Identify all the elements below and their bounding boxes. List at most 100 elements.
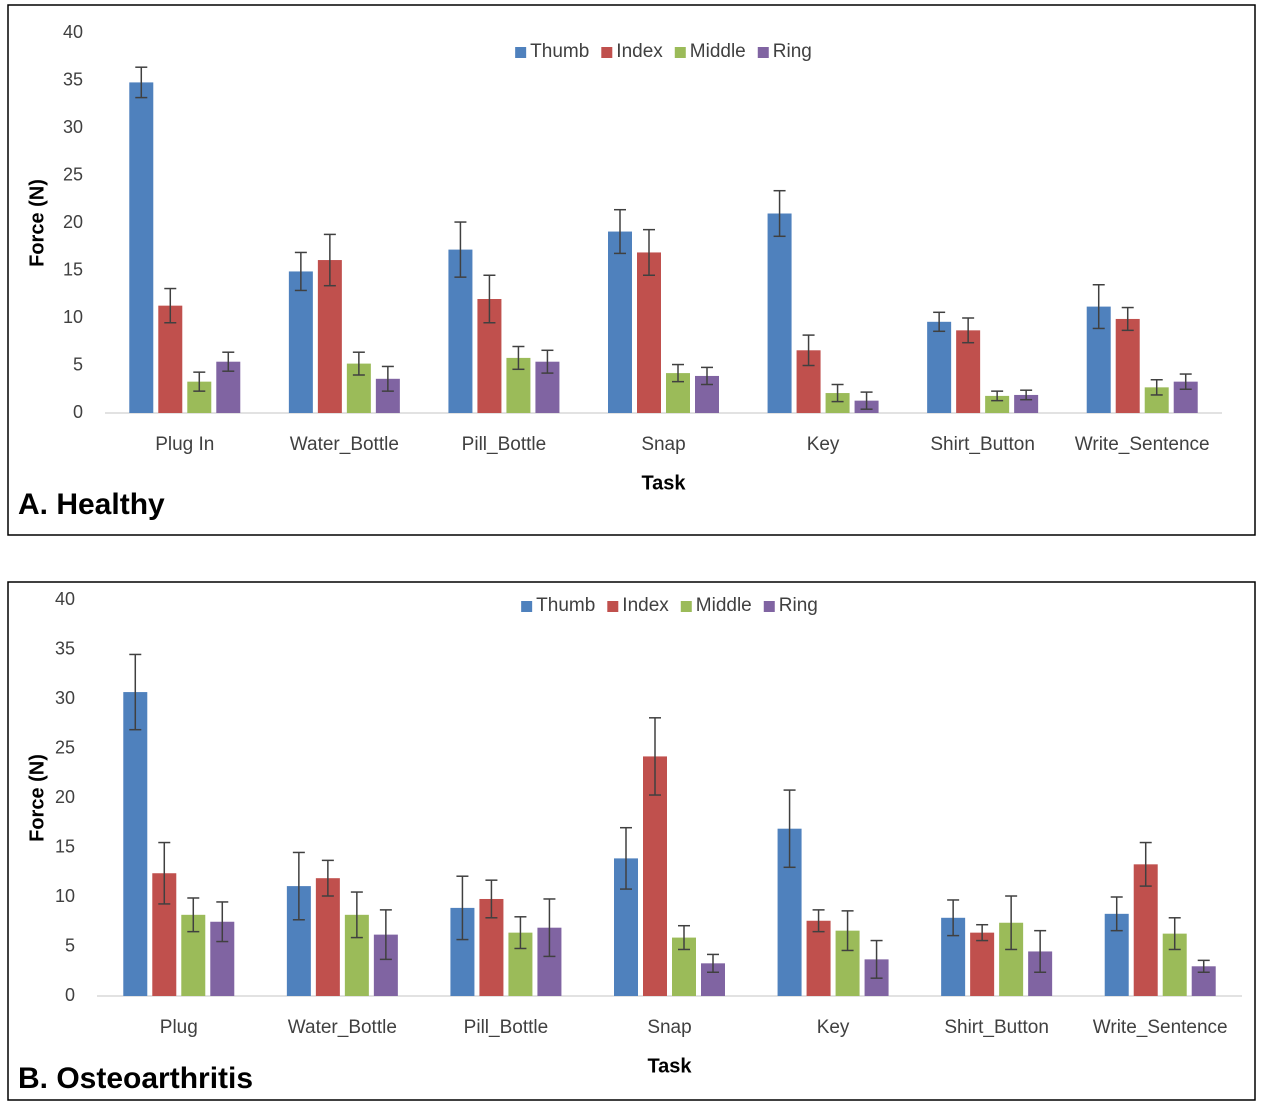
y-tick-label: 30	[63, 117, 83, 137]
error-bar	[841, 910, 854, 952]
y-tick-label: 20	[63, 212, 83, 232]
chart: 0 5 10 15 20 25 30 35 40 Plug In Water_Bottle Pill_…	[7, 4, 1256, 536]
legend-label: Index	[622, 595, 669, 616]
bar	[123, 692, 148, 996]
error-bar	[187, 897, 200, 933]
y-tick-label: 25	[63, 164, 83, 184]
legend: Thumb Index Middle Ring	[521, 595, 818, 616]
error-bar	[860, 391, 873, 410]
bar	[1115, 318, 1140, 413]
error-bar	[812, 909, 825, 933]
bar	[637, 252, 661, 413]
error-bar	[514, 916, 527, 950]
y-tick-label: 0	[73, 402, 83, 422]
legend-label: Thumb	[530, 41, 589, 62]
bar	[767, 213, 792, 413]
chart-frame	[7, 581, 1256, 1101]
y-tick-label: 0	[65, 985, 75, 1005]
error-bar	[976, 923, 989, 942]
error-bar	[1168, 917, 1181, 951]
error-bar	[1121, 306, 1134, 332]
x-tick-label: Pill_Bottle	[462, 434, 547, 455]
y-tick-label: 10	[55, 886, 75, 906]
y-tick-label: 15	[55, 836, 75, 856]
error-bar	[1020, 389, 1033, 401]
x-tick-label: Write_Sentence	[1093, 1017, 1228, 1038]
error-bar	[620, 826, 632, 890]
error-bar	[512, 345, 525, 371]
error-bar	[164, 287, 177, 324]
error-bar	[783, 789, 796, 869]
y-tick-label: 15	[63, 259, 83, 279]
legend-swatch	[680, 601, 692, 612]
error-bar	[672, 363, 684, 383]
x-tick-label: Write_Sentence	[1075, 434, 1210, 455]
error-bar	[962, 317, 975, 344]
y-axis-title: Force (N)	[26, 754, 48, 842]
x-tick-label: Snap	[647, 1017, 691, 1038]
y-tick-label: 20	[55, 787, 75, 807]
legend-swatch	[607, 601, 619, 612]
error-bar	[456, 875, 469, 941]
error-bar	[379, 909, 392, 961]
legend: Thumb Index Middle Ring	[515, 41, 812, 62]
y-tick-label: 40	[55, 589, 75, 609]
y-tick-label: 35	[55, 638, 75, 658]
error-bar	[352, 351, 365, 376]
error-bar	[135, 66, 148, 99]
error-bar	[991, 390, 1004, 402]
error-bar	[1179, 373, 1192, 390]
error-bar	[454, 221, 467, 278]
chart: 0 5 10 15 20 25 30 35 40 Plug Water_Bottle Pill_Bot…	[7, 581, 1256, 1101]
error-bar	[1034, 929, 1047, 973]
bar	[315, 878, 340, 996]
bar	[825, 393, 850, 413]
x-tick-label: Water_Bottle	[290, 434, 399, 455]
error-bar	[947, 899, 960, 937]
error-bar	[129, 653, 142, 731]
legend-label: Thumb	[536, 595, 595, 616]
legend-swatch	[601, 47, 613, 58]
error-bar	[216, 901, 229, 943]
x-tick-label: Snap	[641, 434, 685, 455]
error-bar	[643, 228, 655, 276]
error-bar	[483, 274, 496, 324]
error-bar	[381, 365, 394, 392]
bar	[956, 330, 981, 413]
x-tick-label: Pill_Bottle	[464, 1017, 549, 1038]
error-bar	[1150, 379, 1163, 396]
legend-label: Index	[616, 41, 663, 62]
error-bar	[802, 334, 815, 367]
y-tick-label: 5	[73, 354, 83, 374]
error-bar	[350, 891, 363, 939]
error-bar	[707, 953, 719, 973]
error-bar	[292, 851, 305, 921]
bar	[970, 932, 995, 996]
error-bar	[543, 898, 556, 958]
y-tick-label: 25	[55, 737, 75, 757]
legend-swatch	[757, 47, 769, 58]
bar	[643, 756, 667, 996]
legend-swatch	[763, 601, 775, 612]
bar	[608, 231, 632, 413]
legend-label: Middle	[696, 595, 752, 616]
x-tick-label: Key	[807, 434, 840, 455]
panel-label: A. Healthy	[18, 488, 165, 521]
error-bar	[678, 924, 690, 951]
error-bar	[193, 371, 206, 392]
y-tick-label: 10	[63, 307, 83, 327]
error-bar	[649, 717, 661, 796]
legend-label: Middle	[690, 41, 746, 62]
panel-label: B. Osteoarthritis	[18, 1062, 253, 1095]
error-bar	[222, 351, 235, 372]
legend-swatch	[515, 47, 527, 58]
legend-label: Ring	[779, 595, 818, 616]
x-tick-label: Key	[817, 1017, 850, 1038]
error-bar	[1197, 959, 1210, 973]
x-axis-title: Task	[641, 472, 686, 494]
error-bar	[1139, 841, 1152, 887]
error-bar	[323, 233, 336, 287]
error-bar	[485, 879, 498, 919]
y-axis-title: Force (N)	[26, 179, 48, 267]
